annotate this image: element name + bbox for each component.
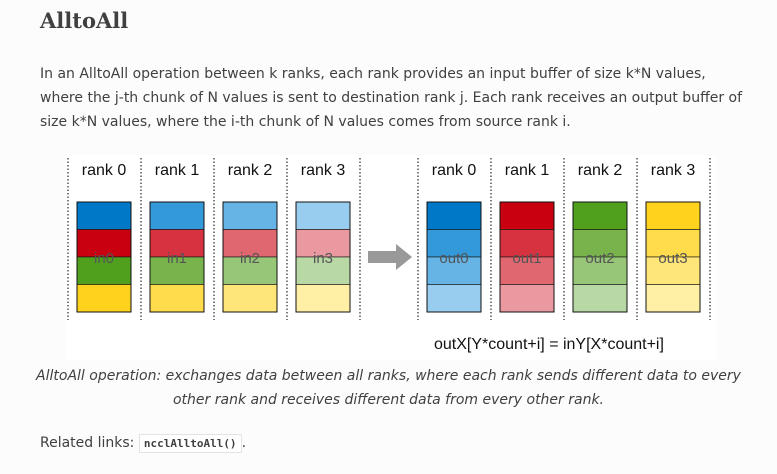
input-buffer-label-2: in2	[240, 250, 260, 267]
output-rank-label-3: rank 3	[651, 162, 696, 179]
ncclalltoall-link[interactable]: ncclAlltoAll()	[138, 434, 242, 453]
input-block-3	[295, 201, 351, 313]
input-rank-label-2: rank 2	[228, 162, 273, 179]
output-block-1	[499, 201, 555, 313]
input-block-2-chunk-2	[222, 256, 278, 285]
output-rank-label-1: rank 1	[505, 162, 550, 179]
output-buffer-label-2: out2	[585, 250, 614, 267]
input-block-0-chunk-1	[76, 229, 132, 258]
output-block-2-chunk-1	[572, 229, 628, 258]
output-rank-label-2: rank 2	[578, 162, 623, 179]
output-rank-label-0: rank 0	[432, 162, 477, 179]
output-block-3-chunk-0	[645, 201, 701, 230]
output-block-2-chunk-3	[572, 284, 628, 313]
input-rank-label-3: rank 3	[301, 162, 346, 179]
input-rank-label-1: rank 1	[155, 162, 200, 179]
output-block-3	[645, 201, 701, 313]
input-block-2-chunk-3	[222, 284, 278, 313]
output-block-0	[426, 201, 482, 313]
alltoall-diagram: rank 0 in0 rank 1 in1 rank 2 in2 rank 3 in3 rank…	[67, 158, 711, 353]
output-block-3-chunk-3	[645, 284, 701, 313]
output-block-1-chunk-1	[499, 229, 555, 258]
formula: outX[Y*count+i] = inY[X*count+i]	[434, 336, 664, 353]
output-block-1-chunk-3	[499, 284, 555, 313]
input-block-1	[149, 201, 205, 313]
input-buffer-label-3: in3	[313, 250, 333, 267]
output-block-2-chunk-0	[572, 201, 628, 230]
input-block-0	[76, 201, 132, 313]
figure-caption: AlltoAll operation: exchanges data betwe…	[36, 368, 741, 408]
output-block-1-chunk-2	[499, 256, 555, 285]
page-title: AlltoAll	[40, 8, 129, 33]
input-block-3-chunk-0	[295, 201, 351, 230]
input-rank-label-0: rank 0	[82, 162, 127, 179]
input-block-0-chunk-0	[76, 201, 132, 230]
input-block-2-chunk-0	[222, 201, 278, 230]
output-buffer-label-1: out1	[512, 250, 541, 267]
related-links-label: Related links:	[40, 435, 135, 451]
output-block-0-chunk-0	[426, 201, 482, 230]
input-block-1-chunk-3	[149, 284, 205, 313]
input-buffer-label-0: in0	[94, 250, 114, 267]
input-block-2-chunk-1	[222, 229, 278, 258]
output-block-0-chunk-2	[426, 256, 482, 285]
output-buffer-label-3: out3	[658, 250, 687, 267]
input-block-3-chunk-3	[295, 284, 351, 313]
input-buffer-label-1: in1	[167, 250, 187, 267]
output-block-1-chunk-0	[499, 201, 555, 230]
output-buffer-label-0: out0	[439, 250, 468, 267]
input-block-0-chunk-3	[76, 284, 132, 313]
related-links-suffix: .	[241, 435, 247, 451]
output-block-2	[572, 201, 628, 313]
input-block-1-chunk-0	[149, 201, 205, 230]
related-links: Related links: ncclAlltoAll().	[40, 434, 247, 453]
arrow-icon	[368, 244, 412, 270]
output-block-2-chunk-2	[572, 256, 628, 285]
intro-paragraph: In an AlltoAll operation between k ranks…	[40, 66, 743, 130]
output-block-3-chunk-2	[645, 256, 701, 285]
input-block-2	[222, 201, 278, 313]
alltoall-figure: rank 0 in0 rank 1 in1 rank 2 in2 rank 3 in3 rank…	[66, 155, 716, 360]
output-block-0-chunk-3	[426, 284, 482, 313]
